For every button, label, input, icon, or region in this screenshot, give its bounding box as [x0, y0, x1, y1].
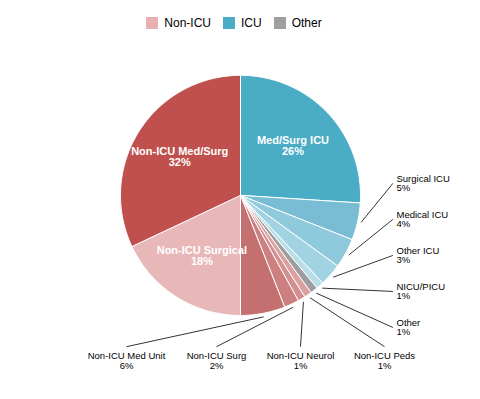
svg-text:Non-ICU Med/Surg32%: Non-ICU Med/Surg32%	[131, 145, 228, 168]
svg-text:Non-ICU Surgical18%: Non-ICU Surgical18%	[157, 244, 247, 267]
svg-text:NICU/PICU1%: NICU/PICU1%	[397, 281, 446, 302]
svg-text:Other1%: Other1%	[397, 317, 421, 338]
svg-text:Other ICU3%: Other ICU3%	[397, 245, 440, 266]
svg-text:Non-ICU Med Unit6%: Non-ICU Med Unit6%	[88, 350, 166, 371]
svg-text:Non-ICU Neurol1%: Non-ICU Neurol1%	[267, 350, 335, 371]
html-text:Other: Other	[291, 15, 322, 30]
html-text:Non-ICU: Non-ICU	[164, 15, 211, 30]
html-text:ICU: ICU	[241, 15, 262, 30]
svg-text:Surgical ICU5%: Surgical ICU5%	[397, 173, 450, 194]
svg-text:Medical ICU4%: Medical ICU4%	[397, 209, 449, 230]
svg-text:Non-ICU Peds1%: Non-ICU Peds1%	[354, 350, 415, 371]
svg-text:Med/Surg ICU26%: Med/Surg ICU26%	[257, 134, 329, 157]
svg-text:Non-ICU Surg2%: Non-ICU Surg2%	[187, 350, 247, 371]
